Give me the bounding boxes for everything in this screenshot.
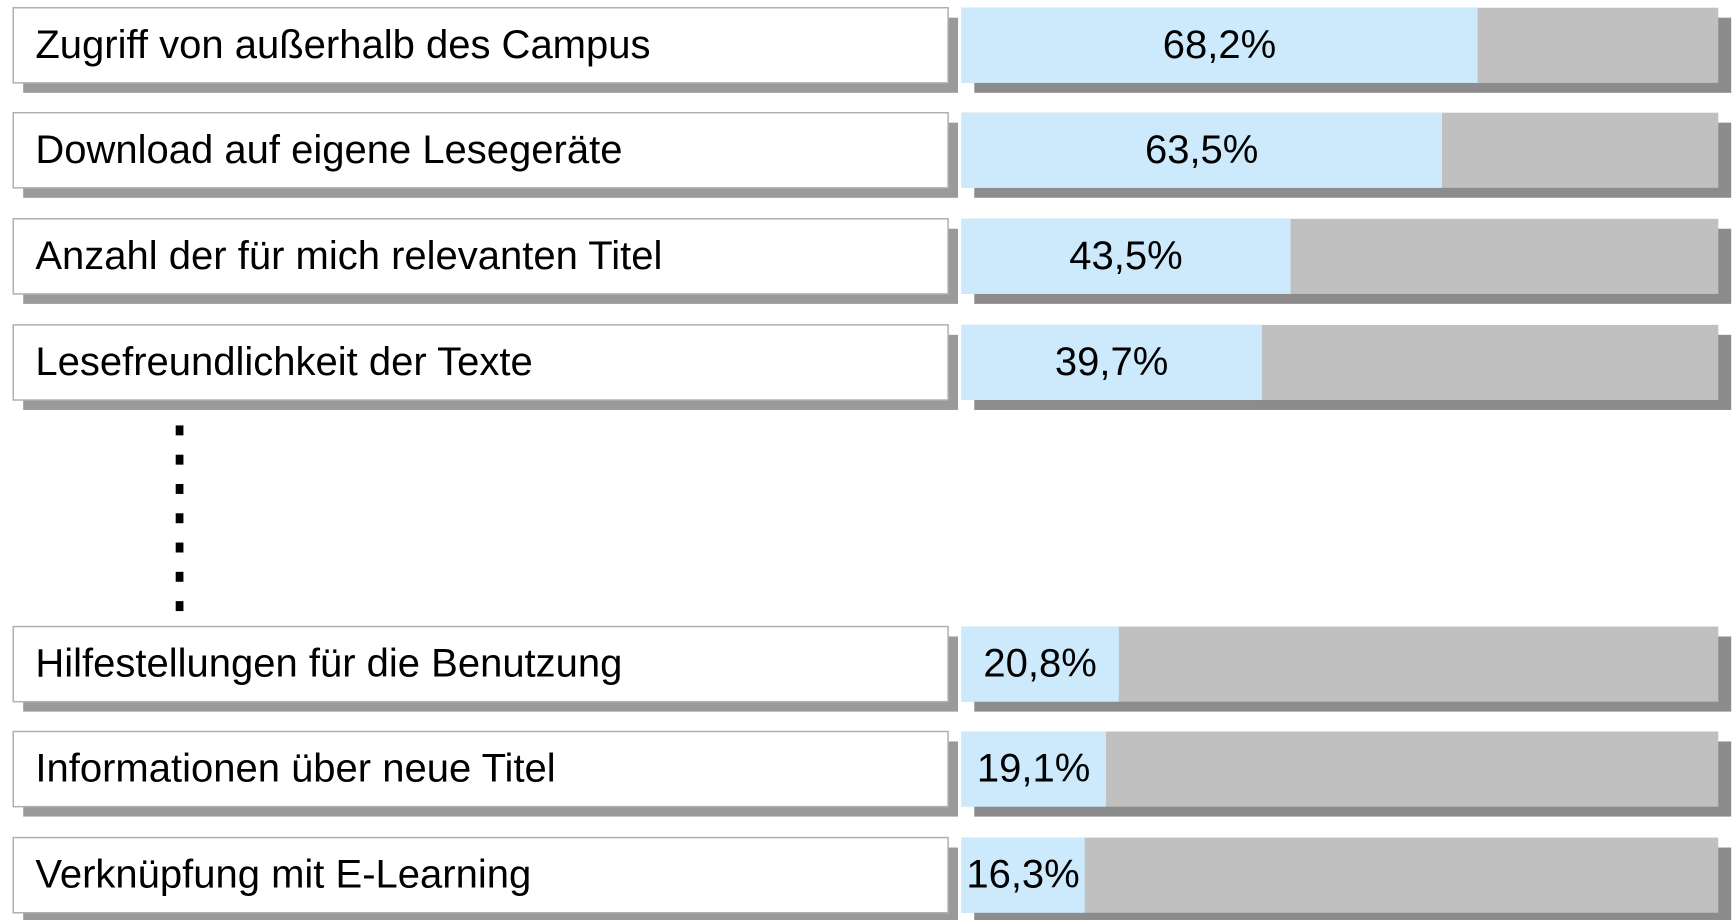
category-label: Download auf eigene Lesegeräte <box>35 128 622 172</box>
category-label: Informationen über neue Titel <box>35 747 555 791</box>
category-label: Verknüpfung mit E-Learning <box>35 853 531 897</box>
ellipsis-dot <box>175 571 184 582</box>
value-label: 63,5% <box>1145 128 1258 172</box>
value-label: 16,3% <box>966 853 1079 897</box>
category-label: Lesefreundlichkeit der Texte <box>35 340 532 384</box>
bar <box>961 731 1106 807</box>
value-label: 39,7% <box>1055 340 1168 384</box>
ellipsis-dot <box>175 601 184 612</box>
ellipsis-dot <box>175 454 184 465</box>
ellipsis-dot <box>175 513 184 524</box>
value-label: 43,5% <box>1069 234 1182 278</box>
value-label: 19,1% <box>977 747 1090 791</box>
value-label: 68,2% <box>1163 23 1276 67</box>
label-box <box>12 324 949 401</box>
ellipsis-dot <box>175 425 184 436</box>
category-label: Hilfestellungen für die Benutzung <box>35 642 622 686</box>
label-box <box>12 730 949 808</box>
bar <box>961 218 1291 294</box>
label-box <box>12 218 949 295</box>
category-label: Zugriff von außerhalb des Campus <box>35 23 650 67</box>
ellipsis-dot <box>175 483 184 494</box>
label-box <box>12 6 949 84</box>
bar <box>961 626 1119 702</box>
category-label: Anzahl der für mich relevanten Titel <box>35 234 662 278</box>
label-box <box>12 836 949 914</box>
bar <box>961 7 1478 83</box>
bar <box>961 837 1085 913</box>
label-box <box>12 625 949 703</box>
value-label: 20,8% <box>983 642 1096 686</box>
label-box <box>12 111 949 189</box>
ellipsis-dot <box>175 542 184 553</box>
bar <box>961 112 1442 188</box>
bar-background <box>961 837 1719 913</box>
bar <box>961 324 1262 401</box>
